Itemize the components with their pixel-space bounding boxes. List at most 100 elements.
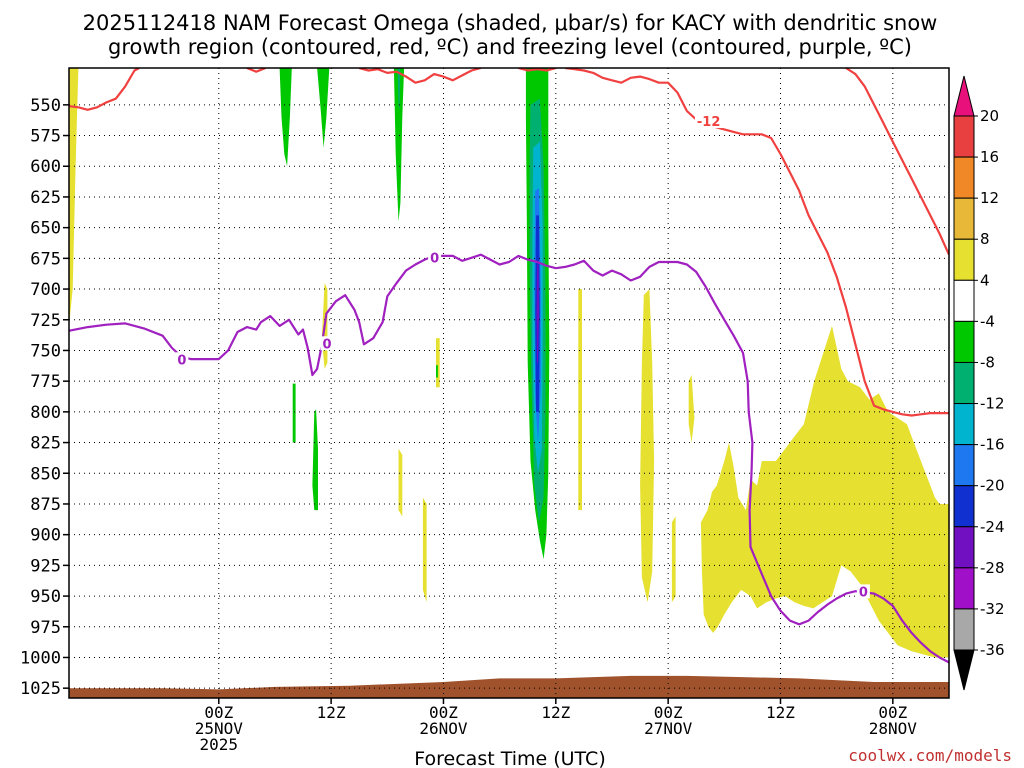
colorbar-label--4: -4 bbox=[980, 312, 995, 330]
dgz-label-0: -12 bbox=[697, 115, 721, 130]
freezing-contour-0 bbox=[69, 253, 949, 664]
x-tick-label-66-0: 12Z bbox=[766, 703, 795, 722]
colorbar-band-1 bbox=[953, 115, 975, 158]
x-tick-label-18-0: 12Z bbox=[317, 703, 346, 722]
omega-region-green-upper-1 bbox=[279, 68, 292, 167]
freezing-label-3-bg bbox=[856, 584, 870, 599]
x-tick-label-6-0: 00Z bbox=[204, 703, 233, 722]
colorbar-label-4: 4 bbox=[980, 271, 990, 289]
dgz-contour-3 bbox=[518, 68, 557, 72]
x-tick-label-42-0: 12Z bbox=[541, 703, 570, 722]
y-axis: 550 575 600 625 650 675 700 725 750 775 800 825 850 8… bbox=[20, 96, 69, 699]
credit-text: coolwx.com/models bbox=[848, 746, 1012, 765]
colorbar-band-9 bbox=[953, 444, 975, 487]
y-tick-label-800: 800 bbox=[30, 403, 61, 423]
omega-region-green-lower-2 bbox=[312, 409, 318, 511]
y-tick-label-775: 775 bbox=[30, 372, 61, 392]
colorbar-label--36: -36 bbox=[980, 641, 1005, 659]
chart-title-line-2: growth region (contoured, red, ºC) and f… bbox=[108, 35, 912, 59]
omega-region-yellow-column-left bbox=[69, 68, 79, 326]
omega-region-yellow-column-27nov-b bbox=[640, 289, 655, 603]
colorbar-band-4 bbox=[953, 238, 975, 281]
x-tick-label-54-0: 00Z bbox=[654, 703, 683, 722]
x-tick-label-30-1: 26NOV bbox=[419, 719, 468, 738]
colorbar-band-12 bbox=[953, 567, 975, 610]
colorbar-label-16: 16 bbox=[980, 148, 999, 166]
omega-region-green-upper-3-core bbox=[397, 68, 401, 111]
colorbar-band-2 bbox=[953, 156, 975, 199]
colorbar-band-8 bbox=[953, 403, 975, 446]
x-axis-label: Forecast Time (UTC) bbox=[414, 748, 605, 768]
omega-region-purple-deep-column bbox=[536, 264, 539, 363]
omega-region-yellow-column-27nov-c bbox=[671, 516, 676, 603]
freezing-label-3: 0 bbox=[859, 585, 868, 600]
y-tick-label-950: 950 bbox=[30, 587, 61, 607]
x-tick-label-30-0: 00Z bbox=[429, 703, 458, 722]
ground-layer bbox=[69, 675, 949, 698]
y-tick-label-700: 700 bbox=[30, 280, 61, 300]
dgz-contour-4 bbox=[565, 68, 949, 417]
colorbar-band-6 bbox=[953, 320, 975, 363]
freezing-label-0: 0 bbox=[177, 353, 186, 368]
omega-shading bbox=[69, 68, 949, 658]
y-tick-label-750: 750 bbox=[30, 341, 61, 361]
colorbar-band-7 bbox=[953, 361, 975, 405]
y-tick-label-850: 850 bbox=[30, 464, 61, 484]
x-tick-label-54-1: 27NOV bbox=[644, 719, 693, 738]
omega-region-green-dot bbox=[436, 365, 438, 378]
omega-region-green-upper-2 bbox=[317, 68, 330, 148]
colorbar-label-20: 20 bbox=[980, 107, 999, 125]
colorbar-label-12: 12 bbox=[980, 189, 999, 207]
contour-labels: -12 0 0 0 0 bbox=[175, 114, 870, 600]
y-tick-label-875: 875 bbox=[30, 495, 61, 515]
omega-region-yellow-narrow-26nov-a bbox=[398, 448, 403, 517]
freezing-label-2-bg bbox=[320, 336, 334, 351]
y-tick-label-900: 900 bbox=[30, 526, 61, 546]
colorbar-label--8: -8 bbox=[980, 353, 995, 371]
colorbar-band-5 bbox=[953, 279, 975, 322]
colorbar-label--32: -32 bbox=[980, 600, 1005, 618]
omega-region-yellow-column-27nov-a bbox=[578, 289, 582, 511]
colorbar-bottom-triangle bbox=[953, 649, 975, 691]
colorbar-top-triangle bbox=[953, 75, 975, 117]
dgz-contour-0 bbox=[69, 68, 140, 111]
colorbar-band-3 bbox=[953, 197, 975, 240]
x-tick-label-78-0: 00Z bbox=[878, 703, 907, 722]
omega-region-yellow-column-27nov-d bbox=[688, 375, 695, 443]
freezing-label-2: 0 bbox=[322, 337, 331, 352]
contour-lines bbox=[69, 68, 949, 664]
grid-lines bbox=[69, 68, 949, 698]
colorbar-band-10 bbox=[953, 485, 975, 528]
x-tick-label-78-1: 28NOV bbox=[869, 719, 918, 738]
dgz-contour-5 bbox=[845, 68, 949, 256]
y-tick-label-975: 975 bbox=[30, 618, 61, 638]
y-tick-label-550: 550 bbox=[30, 96, 61, 116]
x-tick-label-6-2: 2025 bbox=[200, 735, 239, 754]
omega-region-yellow-narrow-26nov-b bbox=[422, 497, 427, 603]
colorbar-label-8: 8 bbox=[980, 230, 990, 248]
freezing-label-1: 0 bbox=[430, 251, 439, 266]
y-tick-label-600: 600 bbox=[30, 157, 61, 177]
y-tick-label-1000: 1000 bbox=[20, 648, 61, 668]
colorbar-band-11 bbox=[953, 526, 975, 569]
y-tick-label-1025: 1025 bbox=[20, 679, 61, 699]
dgz-contour-1 bbox=[246, 68, 267, 73]
x-tick-label-6-1: 25NOV bbox=[195, 719, 244, 738]
colorbar-label--20: -20 bbox=[980, 477, 1005, 495]
freezing-label-1-bg bbox=[428, 250, 442, 265]
omega-region-green-upper-3 bbox=[393, 68, 405, 222]
y-tick-label-825: 825 bbox=[30, 434, 61, 454]
y-tick-label-625: 625 bbox=[30, 188, 61, 208]
omega-region-green-lower-1 bbox=[292, 383, 296, 443]
colorbar-label--16: -16 bbox=[980, 436, 1005, 454]
plot-frame bbox=[68, 67, 950, 699]
colorbar-label--28: -28 bbox=[980, 559, 1005, 577]
omega-region-yellow-narrow-26nov-c bbox=[436, 338, 440, 388]
colorbar-band-13 bbox=[953, 608, 975, 651]
dgz-contour-2 bbox=[358, 68, 482, 84]
colorbar-label--12: -12 bbox=[980, 395, 1005, 413]
y-tick-label-575: 575 bbox=[30, 127, 61, 147]
colorbar-label--24: -24 bbox=[980, 518, 1005, 536]
